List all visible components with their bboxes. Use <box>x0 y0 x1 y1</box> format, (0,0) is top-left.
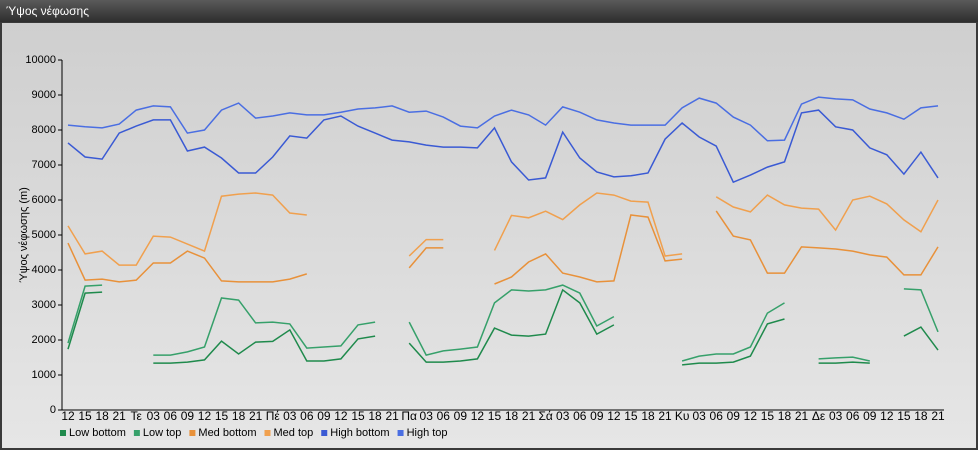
x-tick-label: 12 <box>744 409 758 423</box>
series-line <box>67 96 939 142</box>
x-tick-label: 18 <box>641 409 655 423</box>
x-tick-label: 06 <box>437 409 451 423</box>
panel <box>2 23 976 448</box>
x-tick-label: 03 <box>147 409 161 423</box>
x-tick-label: 21 <box>931 409 945 423</box>
x-tick-label: 18 <box>505 409 519 423</box>
legend-label: Med bottom <box>198 427 256 439</box>
x-tick-label: 21 <box>522 409 536 423</box>
x-tick-label: 15 <box>761 409 775 423</box>
x-tick-label: 12 <box>334 409 348 423</box>
y-tick-label: 6000 <box>32 194 56 206</box>
x-tick-label: Κυ <box>675 409 690 423</box>
legend-swatch <box>60 430 66 436</box>
x-tick-label: 09 <box>454 409 468 423</box>
x-tick-label: 03 <box>692 409 706 423</box>
legend-swatch <box>321 430 328 436</box>
x-tick-label: 09 <box>727 409 741 423</box>
x-tick-label: 03 <box>829 409 843 423</box>
y-tick-label: 0 <box>50 404 56 416</box>
y-axis-label: Ύψος νέφωσης (m) <box>18 187 30 283</box>
x-tick-label: 12 <box>61 409 75 423</box>
x-tick-label: 09 <box>181 409 195 423</box>
x-tick-label: Τε <box>131 409 143 423</box>
x-tick-label: 12 <box>471 409 485 423</box>
y-tick-label: 4000 <box>32 264 56 276</box>
legend-swatch <box>189 430 196 436</box>
y-tick-label: 9000 <box>32 89 56 101</box>
y-tick-label: 3000 <box>32 299 56 311</box>
series-line <box>67 109 939 184</box>
y-tick-label: 8000 <box>32 124 56 136</box>
x-tick-label: 18 <box>914 409 928 423</box>
legend-swatch <box>133 430 140 436</box>
series-line <box>67 210 939 285</box>
x-tick-label: 09 <box>863 409 877 423</box>
y-tick-label: 10000 <box>25 54 56 66</box>
series-line <box>67 192 939 266</box>
x-tick-label: 06 <box>710 409 724 423</box>
legend-label: Low top <box>143 427 182 439</box>
x-tick-label: 15 <box>78 409 92 423</box>
x-tick-label: 18 <box>232 409 246 423</box>
x-tick-label: 06 <box>164 409 178 423</box>
x-tick-label: 03 <box>420 409 434 423</box>
x-tick-label: 06 <box>300 409 314 423</box>
x-tick-label: Σά <box>538 409 552 423</box>
series-line <box>67 284 939 362</box>
legend-label: Med top <box>274 427 314 439</box>
x-tick-label: 15 <box>897 409 911 423</box>
x-tick-label: Πέ <box>266 409 281 423</box>
x-tick-label: 18 <box>95 409 109 423</box>
x-tick-label: 21 <box>249 409 263 423</box>
x-tick-label: 09 <box>317 409 331 423</box>
x-tick-label: 21 <box>112 409 126 423</box>
x-tick-label: 15 <box>488 409 502 423</box>
legend-label: High bottom <box>330 427 389 439</box>
x-tick-label: 21 <box>795 409 809 423</box>
x-tick-label: 12 <box>607 409 621 423</box>
x-tick-label: 15 <box>215 409 229 423</box>
x-tick-label: Δε <box>812 409 826 423</box>
legend-label: High top <box>407 427 448 439</box>
y-tick-label: 7000 <box>32 159 56 171</box>
x-tick-label: 09 <box>590 409 604 423</box>
x-tick-label: 06 <box>573 409 587 423</box>
y-tick-label: 1000 <box>32 369 56 381</box>
x-tick-label: 06 <box>846 409 860 423</box>
y-tick-label: 5000 <box>32 229 56 241</box>
legend-swatch <box>397 430 404 436</box>
x-tick-label: 15 <box>624 409 638 423</box>
x-tick-label: 15 <box>351 409 365 423</box>
x-tick-label: 18 <box>368 409 382 423</box>
window-title: Ύψος νέφωσης <box>6 4 89 18</box>
x-tick-label: 12 <box>198 409 212 423</box>
x-tick-label: 03 <box>283 409 297 423</box>
x-tick-label: 21 <box>385 409 399 423</box>
legend-label: Low bottom <box>69 427 126 439</box>
x-tick-label: 03 <box>556 409 570 423</box>
x-tick-label: 18 <box>778 409 792 423</box>
title-bar <box>0 0 978 22</box>
series-line <box>67 288 939 366</box>
x-tick-label: Πα <box>401 409 417 423</box>
x-tick-label: 12 <box>880 409 894 423</box>
x-tick-label: 21 <box>658 409 672 423</box>
legend-swatch <box>264 430 271 436</box>
y-tick-label: 2000 <box>32 334 56 346</box>
